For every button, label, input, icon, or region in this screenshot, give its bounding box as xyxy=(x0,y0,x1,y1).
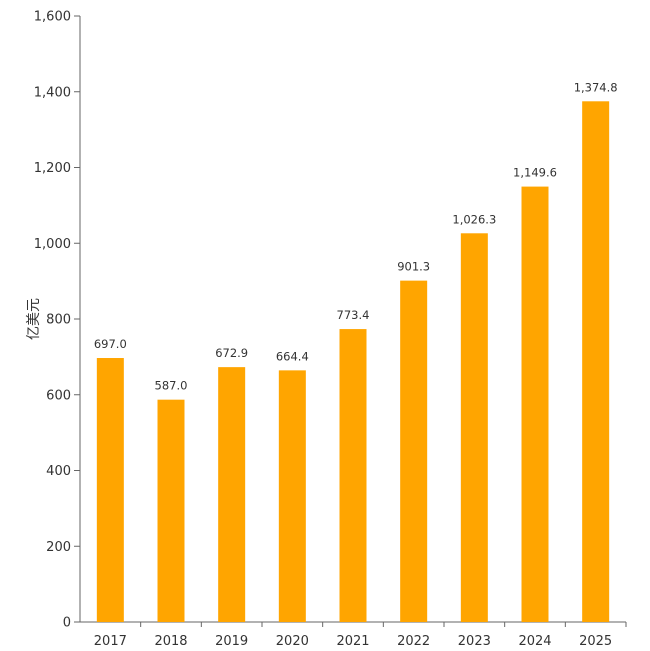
y-axis-title: 亿美元 xyxy=(26,298,42,340)
bar-2018 xyxy=(157,399,185,622)
y-tick-label: 800 xyxy=(46,313,71,328)
y-axis: 0 200 400 600 800 1,000 1,200 1,400 1,600 xyxy=(34,10,81,631)
x-tick-label: 2017 xyxy=(94,634,127,649)
x-tick-label: 2018 xyxy=(154,634,187,649)
y-tick-label: 1,600 xyxy=(34,10,71,25)
y-tick-label: 1,200 xyxy=(34,161,71,176)
y-tick-label: 200 xyxy=(46,540,71,555)
data-labels: 697.0 587.0 672.9 664.4 773.4 901.3 1,026.3 1,1… xyxy=(94,80,618,392)
data-label-2024: 1,149.6 xyxy=(513,166,557,180)
x-tick-label: 2019 xyxy=(215,634,248,649)
data-label-2023: 1,026.3 xyxy=(452,212,496,226)
bar-2019 xyxy=(218,367,246,622)
bars xyxy=(96,101,610,623)
data-label-2019: 672.9 xyxy=(215,346,248,360)
data-label-2020: 664.4 xyxy=(276,349,309,363)
y-tick-label: 600 xyxy=(46,388,71,403)
data-label-2021: 773.4 xyxy=(337,308,370,322)
y-tick-label: 1,400 xyxy=(34,85,71,100)
data-label-2018: 587.0 xyxy=(155,379,188,393)
x-tick-label: 2023 xyxy=(458,634,491,649)
bar-2025 xyxy=(582,101,610,623)
x-tick-label: 2024 xyxy=(518,634,551,649)
y-tick-label: 0 xyxy=(63,616,71,631)
bar-2021 xyxy=(339,329,367,622)
x-tick-label: 2025 xyxy=(579,634,612,649)
x-tick-label: 2022 xyxy=(397,634,430,649)
bar-2024 xyxy=(521,186,549,623)
y-tick-label: 400 xyxy=(46,464,71,479)
x-axis: 2017 2018 2019 2020 2021 2022 2023 2024 2025 xyxy=(80,621,627,649)
bar-2017 xyxy=(96,358,124,622)
y-tick-label: 1,000 xyxy=(34,237,71,252)
bar-2022 xyxy=(400,280,428,622)
bar-2020 xyxy=(278,370,306,622)
x-tick-label: 2021 xyxy=(336,634,369,649)
data-label-2022: 901.3 xyxy=(397,260,430,274)
bar-2023 xyxy=(460,233,488,622)
data-label-2025: 1,374.8 xyxy=(574,80,618,94)
x-tick-label: 2020 xyxy=(276,634,309,649)
data-label-2017: 697.0 xyxy=(94,337,127,351)
